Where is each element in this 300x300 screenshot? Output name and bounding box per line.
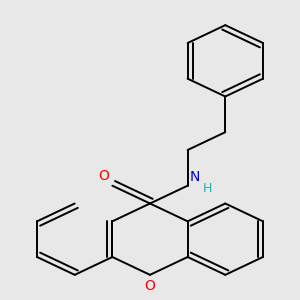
- Text: N: N: [189, 170, 200, 184]
- Text: H: H: [203, 182, 212, 194]
- Text: O: O: [145, 279, 155, 293]
- Text: O: O: [98, 169, 110, 183]
